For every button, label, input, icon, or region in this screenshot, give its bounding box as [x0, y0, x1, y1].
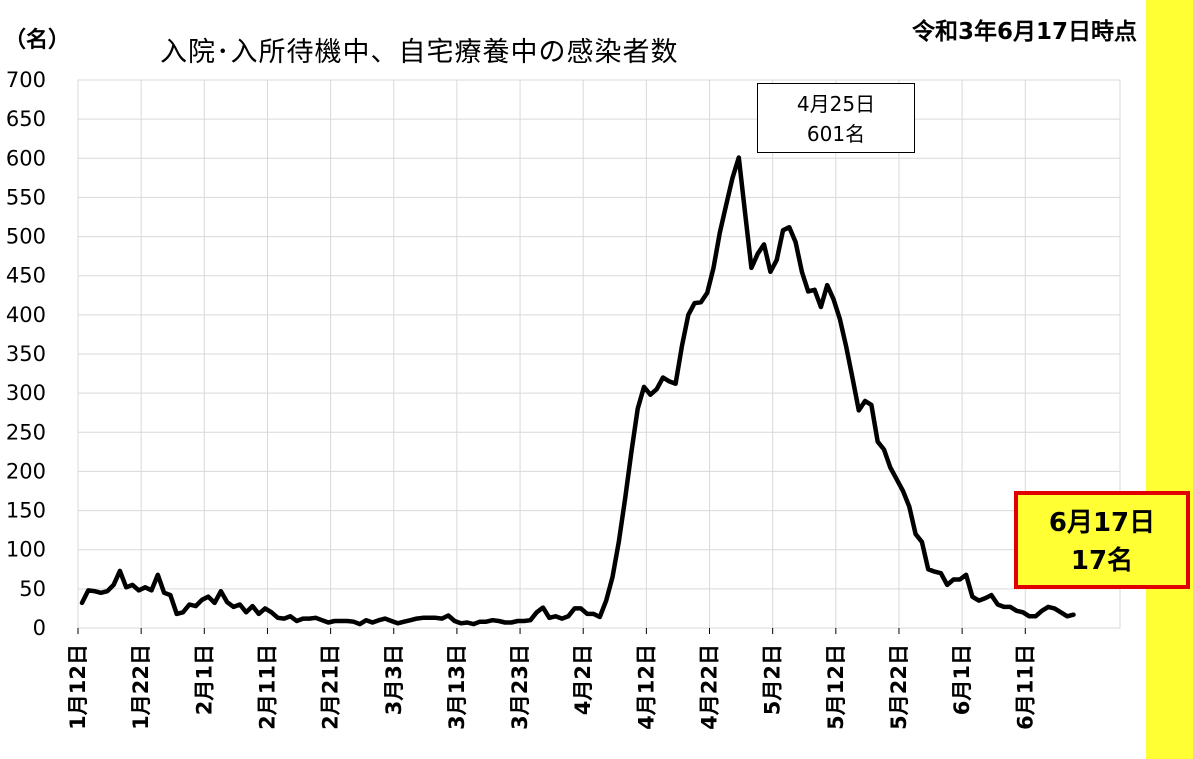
x-tick-label: 5月12日 [824, 644, 848, 730]
x-tick-label: 6月1日 [950, 644, 974, 715]
y-tick-label: 500 [6, 225, 46, 249]
y-tick-label: 550 [6, 185, 46, 209]
x-tick-label: 3月23日 [508, 644, 532, 730]
x-axis-ticks: 1月12日 1月22日 2月1日 2月11日 2月21日 3月3日 3月13日 3月23日 4月… [66, 644, 1037, 730]
y-unit-label: （名） [4, 28, 71, 53]
y-tick-label: 400 [6, 303, 46, 327]
series-line [79, 155, 1076, 627]
x-tick-label: 6月11日 [1013, 644, 1037, 730]
x-tick-label: 2月11日 [255, 644, 279, 730]
y-tick-label: 100 [6, 538, 46, 562]
x-tick-label: 3月3日 [382, 644, 406, 715]
x-tick-label: 4月12日 [634, 644, 658, 730]
x-tick-label: 3月13日 [445, 644, 469, 730]
latest-annotation-date: 6月17日 [1048, 508, 1156, 538]
y-tick-label: 50 [19, 577, 46, 601]
peak-annotation-date: 4月25日 [796, 92, 876, 116]
series-layer [79, 155, 1076, 627]
y-tick-label: 250 [6, 420, 46, 444]
y-tick-label: 700 [6, 68, 46, 92]
y-axis-ticks: 0 50 100 150 200 250 300 350 400 450 500 550 600 650 7… [6, 68, 46, 640]
peak-annotation: 4月25日 601名 [757, 83, 915, 153]
y-tick-label: 350 [6, 342, 46, 366]
grid-lines [77, 79, 1121, 634]
peak-annotation-value: 601名 [806, 122, 866, 146]
latest-annotation-value: 17名 [1070, 546, 1134, 576]
y-tick-label: 650 [6, 107, 46, 131]
latest-annotation: 6月17日 17名 [1014, 491, 1190, 589]
yellow-highlight-strip [1146, 0, 1193, 759]
x-tick-label: 4月22日 [698, 644, 722, 730]
chart-title: 入院･入所待機中、自宅療養中の感染者数 [160, 37, 679, 68]
y-tick-label: 150 [6, 499, 46, 523]
y-tick-label: 0 [33, 616, 46, 640]
x-tick-label: 5月2日 [761, 644, 785, 715]
as-of-date: 令和3年6月17日時点 [911, 19, 1137, 45]
y-tick-label: 450 [6, 264, 46, 288]
y-tick-label: 200 [6, 459, 46, 483]
x-tick-label: 4月2日 [571, 644, 595, 715]
x-tick-label: 1月12日 [66, 644, 90, 730]
x-tick-label: 1月22日 [129, 644, 153, 730]
y-tick-label: 300 [6, 381, 46, 405]
x-tick-label: 2月1日 [192, 644, 216, 715]
x-tick-label: 5月22日 [887, 644, 911, 730]
y-tick-label: 600 [6, 146, 46, 170]
x-tick-label: 2月21日 [319, 644, 343, 730]
